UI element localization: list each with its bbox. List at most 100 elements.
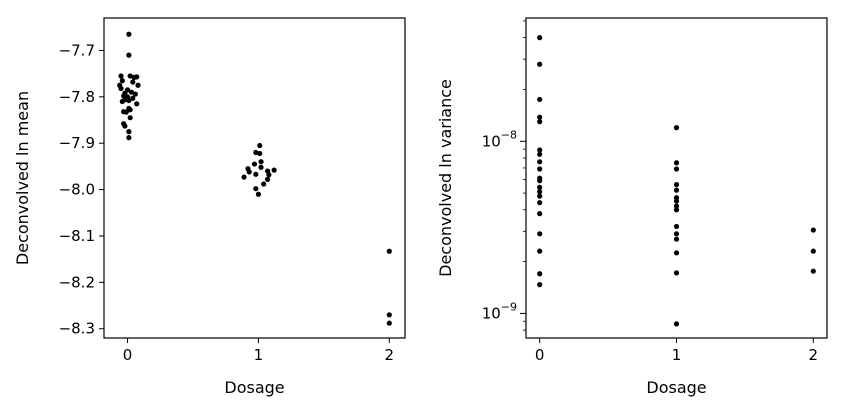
left-data-point	[386, 248, 392, 254]
left-data-point	[122, 123, 128, 129]
right-data-point	[673, 187, 680, 193]
left-plot-frame	[103, 17, 406, 339]
right-plot-frame	[525, 17, 828, 339]
left-x-tick-label: 1	[254, 346, 264, 364]
right-x-tick-label: 1	[672, 346, 682, 364]
left-data-point	[127, 107, 133, 113]
right-data-point	[537, 211, 543, 217]
right-ticks: 0 1 2 10−810 −9	[482, 20, 819, 364]
left-data-point	[128, 89, 135, 95]
right-x-tick-label: 2	[809, 346, 819, 364]
left-x-axis-label: Dosage	[224, 378, 284, 397]
left-data-point	[126, 31, 132, 37]
right-data-point	[673, 182, 680, 188]
left-data-point	[127, 115, 133, 121]
right-data-point	[537, 159, 543, 165]
right-y-tick-base: 10	[482, 132, 501, 150]
right-data-point	[537, 184, 543, 190]
left-data-point	[130, 95, 136, 101]
right-y-axis-label: Deconvolved ln variance	[436, 79, 455, 277]
left-x-tick-label: 2	[385, 346, 395, 364]
right-x-tick-label: 0	[535, 346, 545, 364]
right-data-point	[537, 271, 543, 277]
left-data-point	[126, 97, 132, 104]
left-data-point	[386, 312, 392, 318]
left-data-point	[126, 135, 132, 141]
chart-dosage-vs-ln-variance: 0 1 2 10−810 −9 Dosage Deconvolved ln varian…	[436, 17, 828, 397]
right-data-point	[537, 189, 543, 195]
left-data-point	[386, 320, 392, 326]
right-data-point	[537, 231, 543, 237]
left-data-point	[258, 159, 264, 165]
right-data-point	[810, 248, 816, 254]
right-data-point	[673, 125, 680, 131]
right-data-point	[537, 282, 543, 288]
right-y-tick-label: 10−8	[482, 128, 517, 150]
left-data-point	[266, 172, 272, 178]
right-data-point	[673, 250, 680, 256]
right-data-point	[537, 96, 543, 103]
right-data-point	[537, 193, 543, 199]
left-y-tick-label: −8.3	[59, 320, 95, 338]
left-data-point	[130, 79, 136, 85]
right-data-point	[537, 61, 543, 67]
left-data-point	[119, 98, 125, 105]
left-x-tick-label: 0	[123, 346, 133, 364]
right-data-point	[673, 160, 680, 166]
left-data-point	[271, 167, 277, 173]
right-data-point	[673, 223, 680, 230]
right-data-point	[673, 198, 680, 204]
left-data-point	[261, 181, 267, 187]
left-data-point	[127, 73, 133, 79]
left-data-point	[119, 78, 125, 84]
left-data-point	[264, 176, 271, 182]
right-data-point	[673, 321, 680, 327]
left-y-tick-label: −8.1	[59, 227, 95, 245]
left-y-tick-label: −7.9	[59, 134, 95, 152]
left-y-tick-label: −7.7	[59, 41, 95, 59]
left-data-point	[126, 52, 132, 58]
right-data-point	[673, 203, 680, 209]
left-data-point	[255, 191, 262, 197]
chart-dosage-vs-ln-mean: 0 1 2 −7.7 −7.8 −7.9 −8.0 −8.1 −8.2 −8.3 Dosage D…	[13, 17, 406, 397]
left-data-point	[253, 186, 259, 192]
right-data-point	[810, 227, 816, 233]
right-data-point	[673, 207, 680, 213]
right-data-point	[673, 270, 680, 276]
left-data-point	[257, 142, 263, 149]
right-y-tick-exponent: −8	[501, 128, 517, 141]
right-data-point	[810, 268, 816, 274]
left-data-point	[134, 74, 140, 80]
left-data-point	[253, 149, 259, 156]
right-data-point	[537, 151, 543, 157]
left-y-tick-label: −8.0	[59, 181, 95, 199]
right-data-point	[537, 166, 543, 172]
left-data-point	[132, 91, 139, 97]
left-points	[117, 31, 392, 326]
right-data-point	[537, 147, 543, 153]
left-data-point	[253, 171, 259, 177]
right-data-point	[673, 231, 680, 237]
right-data-point	[673, 236, 680, 242]
left-data-point	[246, 169, 252, 175]
right-x-axis-label: Dosage	[646, 378, 706, 397]
right-data-point	[537, 200, 543, 206]
left-data-point	[251, 161, 258, 167]
right-data-point	[537, 35, 543, 41]
left-ticks: 0 1 2 −7.7 −7.8 −7.9 −8.0 −8.1 −8.2 −8.3	[59, 41, 395, 364]
left-data-point	[134, 101, 140, 107]
left-data-point	[126, 129, 132, 135]
left-data-point	[118, 73, 124, 79]
right-data-point	[537, 248, 543, 254]
right-data-point	[673, 166, 680, 172]
left-y-tick-label: −7.8	[59, 88, 95, 106]
left-data-point	[118, 85, 124, 92]
left-data-point	[257, 150, 263, 157]
left-y-tick-label: −8.2	[59, 273, 95, 291]
left-data-point	[135, 82, 141, 88]
right-y-tick-exponent: −9	[501, 300, 517, 313]
right-points	[537, 35, 816, 327]
right-data-point	[537, 178, 543, 184]
right-data-point	[537, 119, 543, 125]
